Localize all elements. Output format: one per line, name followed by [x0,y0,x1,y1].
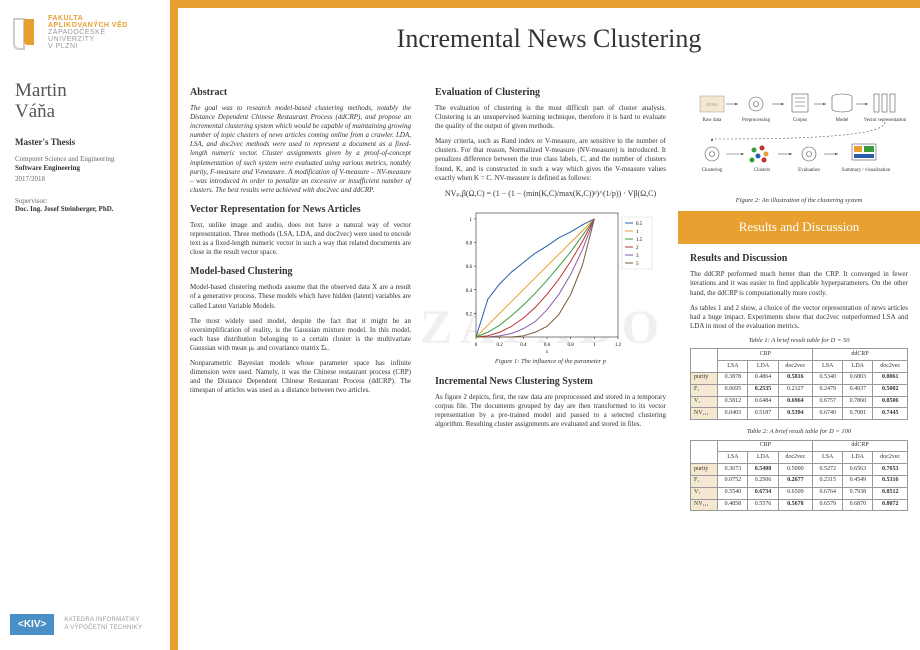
column-1: Abstract The goal was to research model-… [178,70,423,650]
year: 2017/2018 [15,175,155,183]
content-area: Abstract The goal was to research model-… [178,70,920,650]
model-text-2: The most widely used model, despite the … [190,317,411,353]
top-bar [178,0,920,8]
department: Computer Science and Engineering Softwar… [15,155,155,173]
author-block: Martin Váňa Master's Thesis Computer Sci… [0,71,170,223]
svg-text:NEWS: NEWS [706,102,717,107]
system-text: As figure 2 depicts, first, the raw data… [435,393,666,429]
abstract-text: The goal was to research model-based clu… [190,104,411,195]
column-2: Evaluation of Clustering The evaluation … [423,70,678,650]
svg-text:0: 0 [474,343,477,348]
svg-text:0.5: 0.5 [636,222,643,227]
svg-text:Raw data: Raw data [703,118,723,123]
table-2-caption: Table 2: A brief result table for D = 10… [690,428,908,436]
svg-text:x: x [545,350,548,355]
svg-text:1: 1 [593,343,596,348]
heading-system: Incremental News Clustering System [435,375,666,388]
author-last: Váňa [15,102,155,123]
vector-text: Text, unlike image and audio, does not h… [190,221,411,257]
heading-eval: Evaluation of Clustering [435,86,666,99]
nv-formula: NVₚ,β(Ω,C) = (1 − (1 − (min(K,C)/max(K,C… [435,189,666,199]
kiv-badge: <KIV> KATEDRA INFORMATIKY A VÝPOČETNÍ TE… [10,614,142,635]
svg-text:0.4: 0.4 [465,289,472,294]
heading-model: Model-based Clustering [190,265,411,278]
logo-icon [10,15,38,56]
model-text-1: Model-based clustering methods assume th… [190,283,411,310]
university-name: FAKULTA APLIKOVANÝCH VĚD ZÁPADOČESKÉ UNI… [48,15,128,50]
author-first: Martin [15,81,155,102]
table-1: CRPddCRPLSALDAdoc2vecLSALDAdoc2vecpurity… [690,348,908,420]
eval-text-1: The evaluation of clustering is the most… [435,104,666,131]
results-text-2: As tables 1 and 2 show, a choice of the … [690,304,908,331]
figure-1-chart: 00.20.40.60.811.20.20.40.60.810.511.5235… [446,205,656,355]
left-sidebar: FAKULTA APLIKOVANÝCH VĚD ZÁPADOČESKÉ UNI… [0,0,170,650]
svg-text:Model: Model [835,118,849,123]
figure-1: 00.20.40.60.811.20.20.40.60.810.511.5235… [435,205,666,366]
figure-2-diagram: NEWSRaw dataPreprocessingCorpusModelVect… [690,84,908,194]
svg-text:0.6: 0.6 [465,265,472,270]
svg-text:Clustering: Clustering [702,168,723,173]
svg-text:0.2: 0.2 [465,313,472,318]
svg-text:1: 1 [469,218,472,223]
kiv-code: <KIV> [10,614,54,635]
eval-text-2: Many criteria, such as Rand index or V-m… [435,137,666,182]
heading-abstract: Abstract [190,86,411,99]
svg-text:0.8: 0.8 [465,242,472,247]
university-logo: FAKULTA APLIKOVANÝCH VĚD ZÁPADOČESKÉ UNI… [0,0,170,71]
table-1-caption: Table 1: A brief result table for D = 50 [690,337,908,345]
title-area: Incremental News Clustering [178,8,920,70]
svg-text:Summary / visualization: Summary / visualization [842,168,891,173]
svg-text:1.2: 1.2 [614,343,621,348]
figure-2: NEWSRaw dataPreprocessingCorpusModelVect… [690,84,908,205]
svg-text:Corpus: Corpus [793,118,808,123]
svg-text:1.5: 1.5 [636,238,643,243]
results-text-1: The ddCRP performed much better than the… [690,270,908,297]
column-3: NEWSRaw dataPreprocessingCorpusModelVect… [678,70,920,650]
svg-text:0.2: 0.2 [496,343,503,348]
orange-bar [170,0,178,650]
supervisor: Supervisor: Doc. Ing. Josef Steinberger,… [15,197,155,213]
model-text-3: Nonparametric Bayesian models whose para… [190,359,411,395]
heading-results: Results and Discussion [690,252,908,265]
page-title: Incremental News Clustering [397,24,702,54]
thesis-label: Master's Thesis [15,137,155,147]
svg-text:Clusters: Clusters [754,168,770,173]
svg-text:0.4: 0.4 [520,343,527,348]
svg-text:0.6: 0.6 [543,343,550,348]
results-header: Results and Discussion [678,211,920,244]
svg-text:Evaluation: Evaluation [798,168,820,173]
figure-2-caption: Figure 2: An illustration of the cluster… [690,197,908,205]
figure-1-caption: Figure 1: The influence of the parameter… [435,358,666,366]
heading-vector: Vector Representation for News Articles [190,203,411,216]
svg-text:0.8: 0.8 [567,343,574,348]
table-2: CRPddCRPLSALDAdoc2vecLSALDAdoc2vecpurity… [690,440,908,512]
kiv-text: KATEDRA INFORMATIKY A VÝPOČETNÍ TECHNIKY [64,617,142,631]
svg-text:Preprocessing: Preprocessing [742,118,771,123]
